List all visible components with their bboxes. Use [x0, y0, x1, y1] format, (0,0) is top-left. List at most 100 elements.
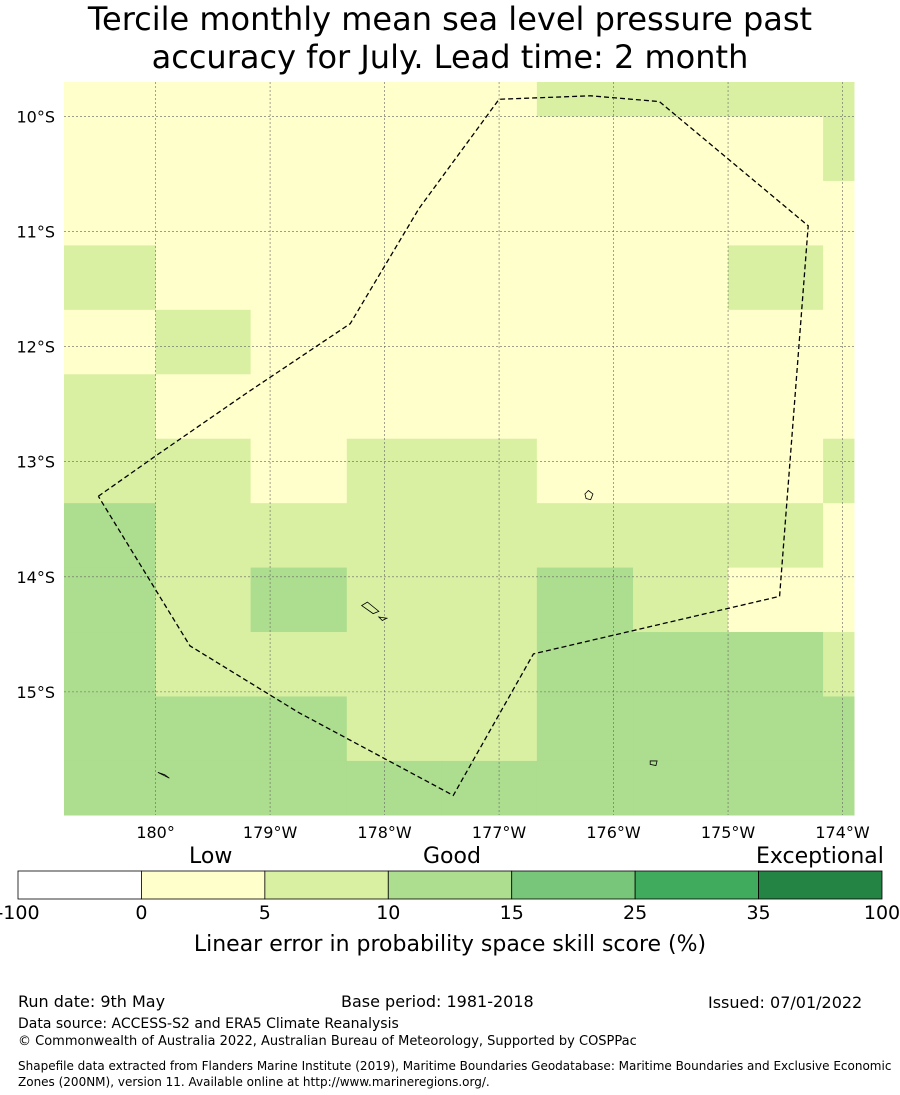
- grid-cell: [155, 503, 252, 569]
- y-tick-label: 14°S: [16, 568, 55, 587]
- grid-cell: [155, 245, 252, 311]
- grid-cell: [633, 503, 729, 569]
- grid-cell: [728, 503, 824, 569]
- grid-cell: [346, 696, 443, 762]
- grid-cell: [823, 503, 855, 569]
- grid-cell: [536, 180, 634, 246]
- grid-cell: [536, 696, 634, 762]
- colorbar-tick-label: -100: [0, 902, 40, 924]
- grid-cell: [536, 438, 634, 504]
- x-tick-label: 175°W: [701, 823, 756, 842]
- issued-date: Issued: 07/01/2022: [708, 993, 863, 1012]
- grid-cell: [64, 82, 157, 118]
- colorbar-tick-label: 0: [135, 902, 148, 924]
- grid-cell: [346, 116, 443, 182]
- grid-cell: [64, 503, 157, 569]
- grid-cell: [64, 116, 157, 182]
- x-tick-label: 180°: [136, 823, 175, 842]
- skill-grid-cells: [64, 82, 855, 816]
- grid-cell: [633, 567, 729, 633]
- grid-cell: [250, 309, 348, 375]
- colorbar-tick-label: 25: [623, 902, 648, 924]
- grid-cell: [823, 245, 855, 311]
- grid-cell: [823, 438, 855, 504]
- grid-cell: [536, 567, 634, 633]
- grid-cell: [728, 82, 824, 118]
- shapefile-credit: Shapefile data extracted from Flanders M…: [18, 1059, 892, 1089]
- colorbar-tick-label: 5: [258, 902, 271, 924]
- grid-cell: [823, 82, 855, 118]
- grid-cell: [346, 438, 443, 504]
- grid-cell: [155, 696, 252, 762]
- grid-cell: [64, 374, 157, 440]
- copyright: © Commonwealth of Australia 2022, Austra…: [18, 1034, 637, 1049]
- grid-cell: [250, 116, 348, 182]
- category-label-exceptional: Exceptional: [756, 844, 884, 869]
- grid-cell: [633, 309, 729, 375]
- grid-cell: [155, 180, 252, 246]
- grid-cell: [823, 309, 855, 375]
- grid-cell: [633, 82, 729, 118]
- title-line-2: accuracy for July. Lead time: 2 month: [151, 38, 749, 76]
- grid-cell: [64, 567, 157, 633]
- grid-cell: [536, 374, 634, 440]
- grid-cell: [64, 696, 157, 762]
- colorbar-segment: [387, 870, 513, 900]
- grid-cell: [250, 245, 348, 311]
- grid-cell: [64, 245, 157, 311]
- run-date: Run date: 9th May: [18, 992, 166, 1011]
- grid-cell: [155, 438, 252, 504]
- grid-cell: [823, 374, 855, 440]
- grid-cell: [633, 245, 729, 311]
- map-title: Tercile monthly mean sea level pressure …: [0, 0, 900, 76]
- category-label-good: Good: [423, 844, 481, 869]
- island-outline: [157, 772, 170, 779]
- island-outline: [360, 601, 380, 615]
- grid-cell: [536, 760, 634, 816]
- axis-tick-labels: 180° 179°W 178°W 177°W 176°W 175°W 174°W 10°S 11…: [16, 108, 869, 842]
- grid-cell: [728, 116, 824, 182]
- colorbar-title: Linear error in probability space skill …: [193, 932, 707, 957]
- grid-cell: [250, 180, 348, 246]
- x-tick-label: 178°W: [357, 823, 412, 842]
- colorbar-segment: [17, 870, 142, 900]
- coastlines: [157, 489, 658, 779]
- grid-cell: [728, 309, 824, 375]
- grid-cell: [346, 180, 443, 246]
- grid-cell: [155, 116, 252, 182]
- grid-cell: [823, 116, 855, 182]
- colorbar-tick-label: 100: [863, 902, 900, 924]
- x-tick-label: 176°W: [586, 823, 641, 842]
- colorbar-segment: [511, 870, 636, 900]
- grid-cell: [728, 438, 824, 504]
- grid-cell: [536, 245, 634, 311]
- grid-cell: [536, 632, 634, 697]
- grid-cell: [64, 438, 157, 504]
- grid-cell: [823, 696, 855, 762]
- colorbar-tick-label: 10: [376, 902, 401, 924]
- x-tick-label: 174°W: [815, 823, 870, 842]
- grid-cell: [441, 245, 538, 311]
- grid-cell: [728, 760, 824, 816]
- grid-cell: [536, 116, 634, 182]
- grid-cell: [441, 567, 538, 633]
- grid-cell: [633, 180, 729, 246]
- grid-cell: [823, 567, 855, 633]
- grid-cell: [346, 503, 443, 569]
- grid-cell: [823, 180, 855, 246]
- title-line-1: Tercile monthly mean sea level pressure …: [87, 0, 813, 38]
- colorbar-segment: [758, 870, 883, 900]
- grid-cell: [633, 116, 729, 182]
- colorbar-segment: [141, 870, 266, 900]
- grid-cell: [441, 82, 538, 118]
- y-tick-label: 10°S: [16, 108, 55, 127]
- grid-cell: [536, 82, 634, 118]
- grid-cell: [633, 696, 729, 762]
- grid-cell: [346, 82, 443, 118]
- y-tick-label: 13°S: [16, 453, 55, 472]
- colorbar-segment: [634, 870, 759, 900]
- grid-cell: [250, 696, 348, 762]
- grid-cell: [64, 760, 157, 816]
